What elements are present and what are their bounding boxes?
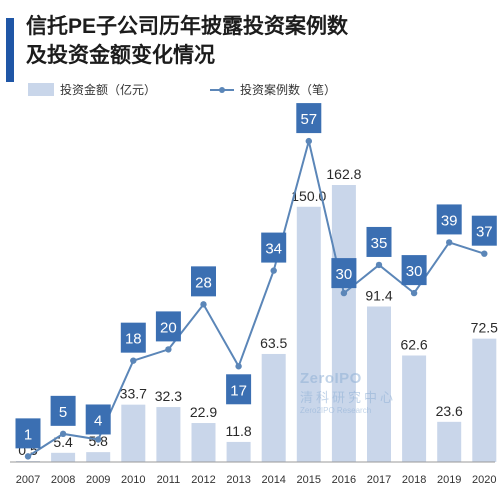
- bar-value-label-2018: 62.6: [400, 336, 427, 352]
- line-point-2014: [270, 267, 277, 274]
- case-count-label-2008: 5: [59, 404, 67, 421]
- bar-2011: [156, 407, 181, 462]
- case-count-box-2013: [226, 374, 252, 405]
- case-count-box-2017: [366, 226, 392, 257]
- bar-2020: [472, 338, 497, 462]
- bar-value-label-2017: 91.4: [365, 287, 392, 303]
- line-point-2013: [235, 363, 242, 370]
- bar-2013: [226, 441, 251, 462]
- bar-2016: [331, 185, 356, 462]
- x-tick-label-2016: 2016: [332, 474, 356, 486]
- case-count-label-2016: 30: [336, 266, 353, 283]
- case-count-label-2011: 20: [160, 319, 177, 336]
- x-tick-label-2017: 2017: [367, 474, 391, 486]
- chart-title-line-2: 及投资金额变化情况: [26, 44, 215, 67]
- x-tick-label-2015: 2015: [297, 474, 321, 486]
- watermark: ZeroIPO 清科研究中心 Zero2IPO Research: [300, 370, 398, 426]
- case-count-label-2007: 1: [24, 426, 32, 443]
- case-count-label-2013: 17: [230, 382, 247, 399]
- line-point-2008: [59, 430, 67, 438]
- chart-title: 信托PE子公司历年披露投资案例数 及投资金额变化情况: [26, 12, 496, 70]
- bar-value-label-2019: 23.6: [436, 403, 463, 419]
- case-count-box-2011: [155, 311, 181, 342]
- case-count-box-2012: [191, 266, 216, 297]
- case-count-box-2016: [331, 258, 357, 289]
- line-point-2018: [410, 289, 418, 297]
- chart-legend: 投资金额（亿元） 投资案例数（笔）: [0, 81, 500, 97]
- case-count-box-2020: [471, 215, 497, 246]
- line-point-2015: [305, 137, 312, 145]
- bar-value-label-2014: 63.5: [260, 335, 287, 351]
- bar-value-label-2012: 22.9: [190, 404, 217, 420]
- bar-value-label-2013: 11.8: [225, 423, 251, 439]
- line-point-2009: [95, 436, 102, 443]
- case-count-label-2009: 4: [94, 412, 102, 429]
- legend-item-line: 投资案例数（笔）: [210, 81, 336, 98]
- case-count-label-2018: 30: [406, 263, 423, 280]
- bar-2009: [86, 452, 111, 462]
- legend-item-bar: 投资金额（亿元）: [28, 81, 156, 98]
- case-count-box-2010: [120, 322, 146, 353]
- x-tick-label-2018: 2018: [402, 474, 426, 486]
- bar-2012: [191, 423, 216, 462]
- x-tick-label-2013: 2013: [226, 474, 250, 486]
- bar-value-label-2015: 150.0: [291, 188, 326, 204]
- x-tick-label-2008: 2008: [51, 474, 75, 486]
- bar-value-label-2020: 72.5: [471, 320, 498, 336]
- x-tick-label-2014: 2014: [261, 474, 285, 486]
- legend-line-swatch: [210, 86, 234, 93]
- line-point-2019: [446, 239, 453, 246]
- watermark-logo: ZeroIPO: [300, 370, 362, 387]
- line-point-2012: [200, 301, 207, 308]
- case-count-box-2014: [261, 232, 287, 263]
- case-count-box-2008: [50, 395, 76, 426]
- line-point-2017: [375, 261, 383, 269]
- bar-2018: [402, 355, 427, 462]
- case-count-label-2019: 39: [441, 212, 458, 229]
- case-count-label-2015: 57: [300, 111, 317, 128]
- line-point-2020: [481, 250, 488, 257]
- legend-bar-label: 投资金额（亿元）: [60, 83, 157, 97]
- case-count-box-2019: [436, 204, 462, 235]
- case-count-label-2017: 35: [371, 235, 388, 252]
- legend-bar-swatch: [28, 83, 54, 96]
- line-point-2010: [130, 357, 137, 364]
- x-tick-label-2010: 2010: [121, 474, 145, 486]
- case-count-box-2009: [85, 404, 111, 435]
- x-tick-label-2009: 2009: [86, 474, 110, 486]
- bar-value-label-2016: 162.8: [326, 166, 361, 182]
- line-point-2007: [24, 453, 32, 460]
- watermark-cn-text: 清科研究中心: [300, 391, 397, 406]
- case-count-label-2012: 28: [195, 274, 212, 291]
- case-count-box-2015: [296, 103, 322, 134]
- bar-value-label-2010: 33.7: [120, 386, 147, 402]
- legend-line-label: 投资案例数（笔）: [240, 83, 337, 97]
- bar-2015: [296, 206, 321, 462]
- line-point-2016: [340, 289, 348, 297]
- bar-2008: [51, 452, 76, 462]
- case-count-box-2018: [401, 255, 427, 286]
- x-tick-label-2019: 2019: [437, 474, 461, 486]
- x-tick-label-2012: 2012: [191, 474, 215, 486]
- case-count-label-2020: 37: [476, 224, 493, 241]
- case-count-label-2014: 34: [265, 241, 282, 258]
- bar-2010: [121, 404, 146, 462]
- chart-title-line-1: 信托PE子公司历年披露投资案例数: [26, 15, 349, 38]
- bar-2019: [437, 421, 462, 462]
- title-accent-bar: [6, 18, 14, 82]
- bar-2017: [367, 306, 391, 462]
- bar-2014: [261, 353, 286, 462]
- case-count-label-2010: 18: [125, 331, 142, 348]
- x-tick-label-2020: 2020: [472, 474, 496, 486]
- x-tick-label-2007: 2007: [16, 474, 40, 486]
- bar-value-label-2011: 32.3: [155, 388, 182, 404]
- case-count-box-2007: [15, 418, 41, 449]
- watermark-en-text: Zero2IPO Research: [300, 406, 372, 415]
- line-point-2011: [165, 346, 172, 353]
- x-tick-label-2011: 2011: [157, 474, 181, 486]
